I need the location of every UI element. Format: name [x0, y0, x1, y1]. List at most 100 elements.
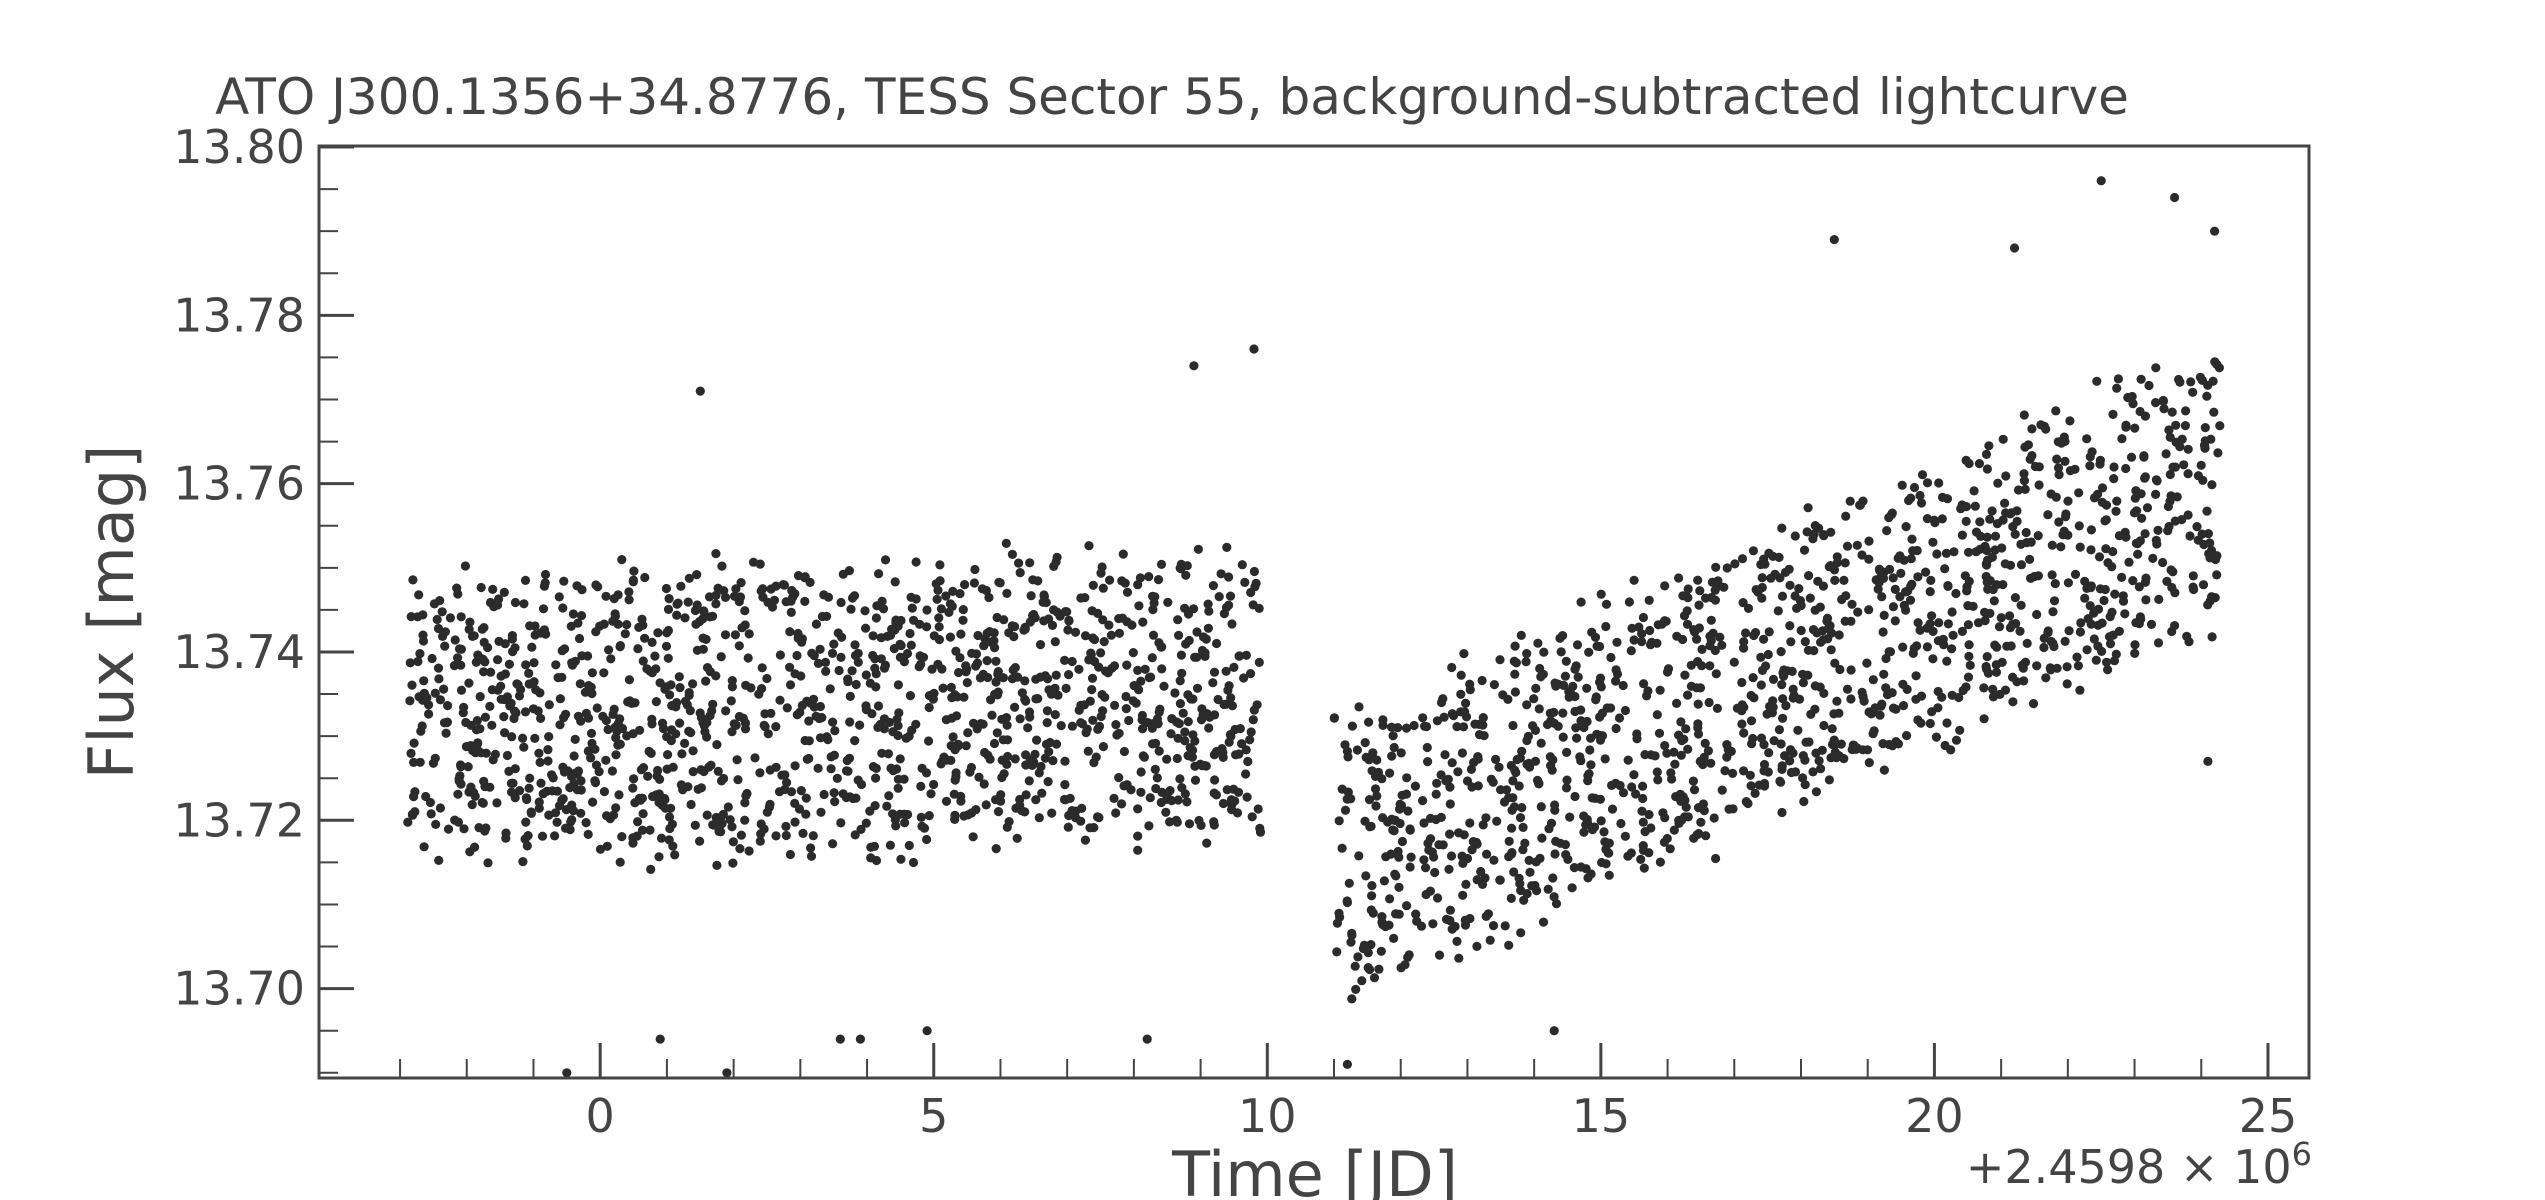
data-point [785, 849, 796, 860]
data-point [2008, 697, 2018, 707]
data-point [706, 760, 716, 770]
data-point [2046, 665, 2056, 675]
data-point [1182, 797, 1192, 807]
data-point [464, 624, 474, 635]
data-point [922, 622, 932, 632]
data-point [829, 788, 839, 798]
data-point [1611, 676, 1621, 686]
data-point [483, 858, 493, 868]
data-point [1089, 635, 1100, 645]
data-point [1241, 769, 1251, 779]
data-point [2180, 421, 2190, 431]
data-point [1111, 720, 1121, 730]
data-point [993, 667, 1003, 677]
data-point [1667, 774, 1677, 784]
data-point [2047, 540, 2057, 550]
data-point [1239, 673, 1249, 683]
data-point [1489, 855, 1499, 865]
data-point [1222, 785, 1232, 795]
data-point [586, 728, 597, 739]
data-point [911, 719, 921, 729]
data-point [2158, 395, 2168, 406]
data-point [499, 712, 509, 722]
data-point [1241, 650, 1251, 660]
data-point [652, 771, 662, 781]
data-point [1361, 871, 1371, 881]
data-point [1190, 736, 1200, 746]
data-point [642, 664, 652, 674]
data-point [607, 766, 618, 776]
data-point [1853, 607, 1863, 617]
data-point [1227, 800, 1237, 810]
data-point [1786, 637, 1796, 647]
data-point [1985, 514, 1995, 524]
data-point [1084, 541, 1094, 551]
data-point [2002, 641, 2012, 651]
data-point [693, 784, 703, 794]
data-point [1640, 827, 1650, 837]
data-point [456, 685, 467, 695]
data-point [1712, 703, 1722, 714]
data-point [941, 796, 952, 806]
data-point [1098, 742, 1108, 752]
data-point [973, 630, 983, 641]
data-point [439, 684, 449, 694]
data-point [1172, 817, 1182, 827]
data-point [1692, 634, 1702, 644]
data-point [1203, 623, 1213, 633]
data-point [2117, 434, 2127, 444]
data-point [443, 824, 454, 834]
data-point [1525, 867, 1535, 877]
data-point [617, 723, 628, 734]
data-point [1088, 580, 1098, 590]
data-point [2083, 614, 2093, 624]
data-point [637, 825, 648, 835]
data-point [1907, 534, 1917, 544]
data-point [1368, 908, 1378, 918]
data-point [717, 561, 727, 571]
data-point [1739, 643, 1749, 653]
data-point [529, 658, 539, 668]
data-point [1353, 952, 1363, 962]
data-point [2183, 469, 2193, 479]
data-point [1432, 778, 1442, 788]
x-offset-exponent: 6 [2292, 1135, 2312, 1173]
data-point [524, 679, 534, 689]
data-point [1347, 930, 1357, 940]
data-point [1181, 570, 1191, 580]
data-point [1638, 781, 1648, 791]
data-point [523, 831, 533, 841]
data-point [500, 728, 510, 738]
data-point [2195, 372, 2205, 382]
data-point [1434, 840, 1444, 850]
data-point [1391, 871, 1401, 881]
data-point [1826, 645, 1836, 655]
data-point [1478, 820, 1488, 830]
data-point [1077, 719, 1087, 729]
data-point [1008, 665, 1018, 675]
data-point [1912, 545, 1922, 556]
data-point [576, 716, 586, 726]
data-point [628, 783, 638, 793]
data-point [1842, 541, 1853, 551]
data-point [1148, 605, 1158, 615]
data-point [1419, 818, 1429, 828]
data-point [1036, 761, 1046, 772]
data-point [1157, 664, 1167, 674]
data-point [1607, 804, 1618, 814]
data-point [735, 592, 746, 602]
data-point [1660, 616, 1670, 626]
data-point [1558, 732, 1568, 742]
data-point [1477, 879, 1488, 890]
data-point [1798, 678, 1808, 688]
data-point [2019, 469, 2029, 479]
data-point [1763, 649, 1773, 660]
data-point [609, 594, 619, 604]
data-point [1030, 613, 1040, 623]
data-point [2198, 475, 2208, 485]
data-point [1737, 719, 1747, 729]
data-point [993, 807, 1004, 817]
data-point [958, 605, 968, 615]
data-point [507, 732, 517, 742]
data-point [929, 779, 939, 790]
